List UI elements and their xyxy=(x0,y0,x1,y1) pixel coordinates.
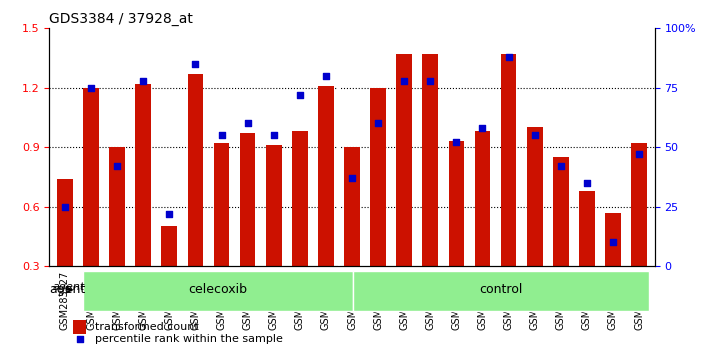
Point xyxy=(622,252,633,257)
Bar xyxy=(161,227,177,326)
Point xyxy=(59,204,70,210)
Bar xyxy=(474,131,490,326)
Point xyxy=(529,132,540,138)
Point xyxy=(85,85,96,91)
Point xyxy=(503,54,514,60)
FancyBboxPatch shape xyxy=(353,271,648,311)
Text: agent: agent xyxy=(49,283,85,296)
Bar xyxy=(579,191,595,326)
Bar xyxy=(553,157,569,326)
Point xyxy=(372,121,384,126)
Bar xyxy=(57,179,73,326)
Text: transformed count: transformed count xyxy=(95,322,199,332)
Point xyxy=(190,61,201,67)
Point xyxy=(111,164,122,169)
Point xyxy=(398,78,410,84)
Point xyxy=(137,78,149,84)
Point xyxy=(451,139,462,145)
Point xyxy=(346,175,358,181)
Bar xyxy=(631,143,647,326)
Bar xyxy=(396,54,412,326)
Point xyxy=(268,132,279,138)
Point xyxy=(216,132,227,138)
Bar xyxy=(501,54,517,326)
Text: percentile rank within the sample: percentile rank within the sample xyxy=(95,333,282,344)
Point xyxy=(582,180,593,186)
Bar xyxy=(214,143,230,326)
Point xyxy=(477,125,488,131)
Bar xyxy=(344,147,360,326)
Point xyxy=(294,92,306,98)
Bar xyxy=(266,145,282,326)
Point xyxy=(608,239,619,245)
Bar xyxy=(135,84,151,326)
Bar xyxy=(605,213,621,326)
Bar xyxy=(187,74,203,326)
Text: celecoxib: celecoxib xyxy=(189,283,247,296)
Point xyxy=(320,73,332,79)
Bar xyxy=(83,88,99,326)
Point xyxy=(425,78,436,84)
FancyBboxPatch shape xyxy=(82,271,353,311)
Bar xyxy=(73,320,86,333)
Bar xyxy=(527,127,543,326)
Bar xyxy=(240,133,256,326)
Bar xyxy=(370,88,386,326)
Text: agent: agent xyxy=(52,282,84,292)
Bar xyxy=(318,86,334,326)
Text: GDS3384 / 37928_at: GDS3384 / 37928_at xyxy=(49,12,193,26)
Point xyxy=(555,164,567,169)
Bar xyxy=(448,141,464,326)
Text: control: control xyxy=(479,283,522,296)
Bar xyxy=(292,131,308,326)
Point xyxy=(164,211,175,217)
Point xyxy=(242,121,253,126)
Point xyxy=(634,152,645,157)
Bar xyxy=(109,147,125,326)
Bar xyxy=(422,54,438,326)
